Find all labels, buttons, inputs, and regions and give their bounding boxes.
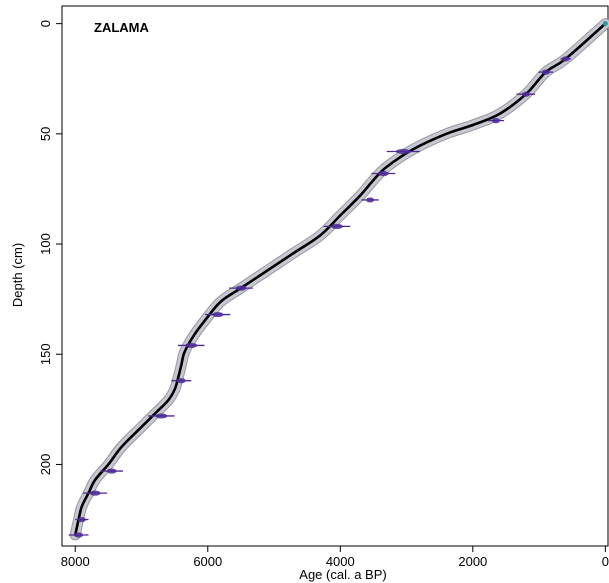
y-tick-label: 100 bbox=[38, 233, 53, 255]
date-distribution bbox=[378, 170, 389, 177]
date-sample bbox=[75, 516, 89, 523]
date-sample bbox=[228, 285, 253, 291]
date-distribution bbox=[155, 413, 168, 419]
date-sample bbox=[68, 532, 89, 538]
confidence-envelope bbox=[69, 18, 609, 541]
x-tick-label: 6000 bbox=[193, 554, 222, 569]
date-sample bbox=[205, 311, 231, 318]
date-sample bbox=[323, 223, 351, 230]
dated-samples bbox=[68, 21, 608, 538]
date-distribution bbox=[561, 56, 570, 62]
x-axis-title: Age (cal. a BP) bbox=[299, 567, 386, 582]
date-sample bbox=[386, 148, 420, 155]
x-tick-label: 0 bbox=[602, 554, 609, 569]
date-sample bbox=[83, 490, 108, 496]
plot-frame bbox=[61, 5, 609, 547]
date-distribution bbox=[74, 532, 84, 538]
date-distribution bbox=[185, 342, 198, 349]
date-sample bbox=[361, 197, 379, 203]
x-tick-label: 2000 bbox=[458, 554, 487, 569]
date-distribution bbox=[521, 91, 531, 97]
age-model-line bbox=[73, 22, 607, 537]
date-distribution bbox=[395, 148, 411, 155]
date-sample bbox=[148, 413, 175, 419]
date-distribution bbox=[331, 223, 343, 230]
date-distribution bbox=[89, 490, 101, 496]
y-tick-label: 200 bbox=[38, 454, 53, 476]
date-distribution bbox=[176, 378, 186, 384]
y-tick-label: 50 bbox=[38, 127, 53, 141]
x-axis: 8000 6000 4000 2000 0 bbox=[61, 546, 609, 569]
date-sample bbox=[100, 468, 123, 474]
chart-title: ZALAMA bbox=[94, 20, 149, 35]
surface-marker bbox=[602, 21, 608, 27]
y-tick-label: 150 bbox=[38, 343, 53, 365]
y-tick-label: 0 bbox=[38, 20, 53, 27]
x-tick-label: 8000 bbox=[61, 554, 90, 569]
date-sample bbox=[488, 118, 504, 124]
date-sample bbox=[560, 56, 571, 62]
date-sample bbox=[538, 69, 554, 75]
age-model-layer bbox=[73, 22, 607, 537]
date-distribution bbox=[366, 197, 375, 203]
date-sample bbox=[171, 378, 192, 384]
date-distribution bbox=[492, 118, 501, 124]
envelope-edge bbox=[69, 18, 609, 541]
date-distribution bbox=[235, 285, 247, 291]
date-distribution bbox=[106, 468, 117, 474]
date-sample bbox=[177, 342, 205, 349]
date-distribution bbox=[77, 516, 86, 523]
x-tick-label: 4000 bbox=[326, 554, 355, 569]
date-distribution bbox=[541, 69, 550, 75]
date-sample bbox=[371, 170, 396, 177]
y-axis-title: Depth (cm) bbox=[10, 243, 25, 307]
date-sample bbox=[516, 91, 536, 97]
date-distribution bbox=[212, 311, 224, 318]
y-axis: 0 50 100 150 200 bbox=[38, 20, 62, 475]
